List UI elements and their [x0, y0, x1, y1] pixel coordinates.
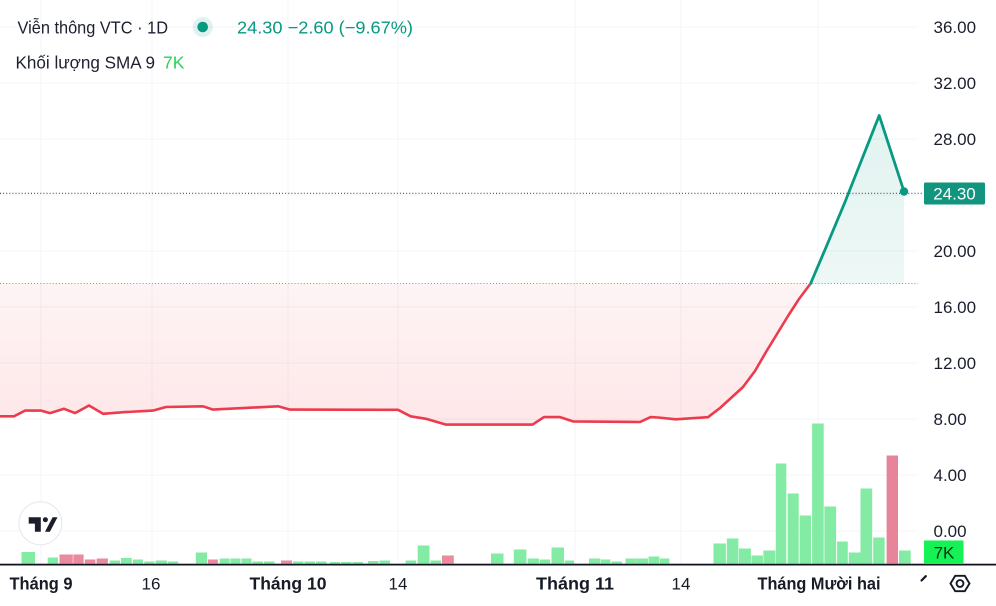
svg-text:Tháng 11: Tháng 11: [536, 574, 614, 594]
svg-text:Tháng 10: Tháng 10: [250, 574, 327, 594]
svg-text:32.00: 32.00: [934, 74, 977, 93]
svg-text:Tháng 9: Tháng 9: [10, 574, 73, 594]
svg-text:Tháng Mười hai: Tháng Mười hai: [758, 574, 881, 594]
svg-text:14: 14: [672, 575, 691, 594]
svg-text:24.30 −2.60 (−9.67%): 24.30 −2.60 (−9.67%): [237, 18, 413, 38]
svg-text:16: 16: [142, 575, 161, 594]
svg-text:28.00: 28.00: [934, 130, 977, 149]
svg-text:7K: 7K: [934, 544, 955, 563]
svg-text:8.00: 8.00: [934, 410, 967, 429]
svg-text:24.30: 24.30: [933, 185, 976, 204]
svg-text:0.00: 0.00: [934, 522, 967, 541]
svg-text:14: 14: [389, 575, 408, 594]
svg-text:12.00: 12.00: [934, 354, 977, 373]
svg-text:Khối lượng SMA 9: Khối lượng SMA 9: [16, 53, 156, 73]
svg-text:16.00: 16.00: [934, 298, 977, 317]
svg-text:20.00: 20.00: [934, 242, 977, 261]
svg-text:36.00: 36.00: [934, 18, 977, 37]
svg-text:4.00: 4.00: [934, 466, 967, 485]
svg-text:Viễn thông VTC · 1D: Viễn thông VTC · 1D: [18, 17, 169, 38]
svg-text:7K: 7K: [163, 53, 185, 73]
